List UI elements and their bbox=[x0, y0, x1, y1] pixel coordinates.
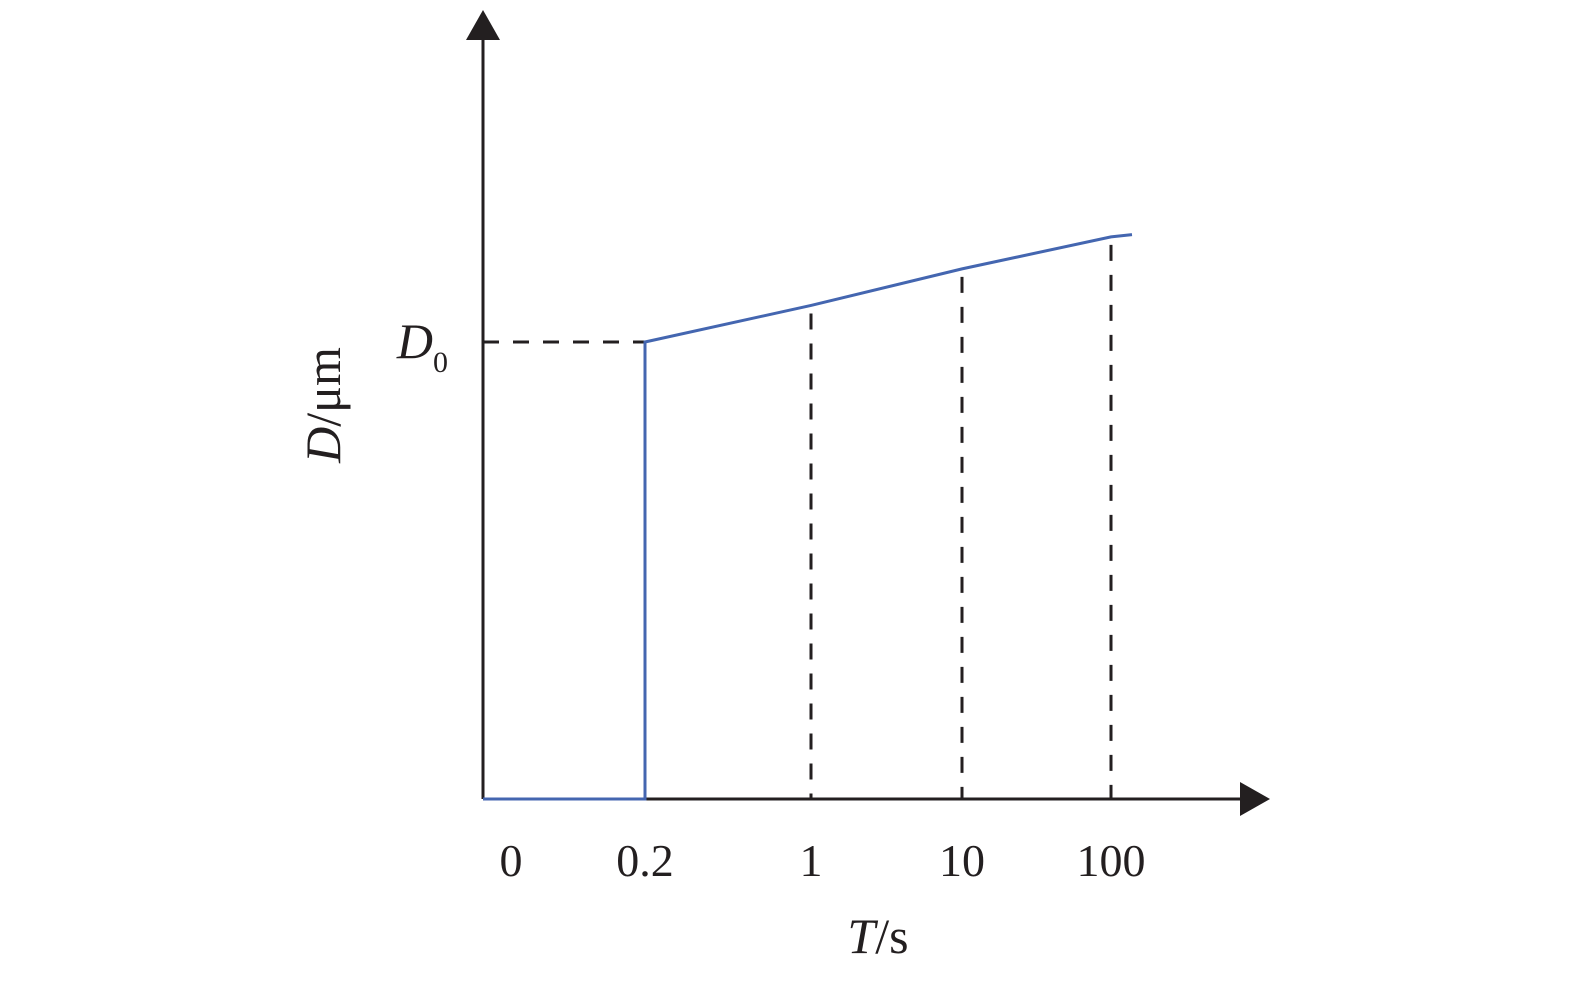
x-tick-label: 0.2 bbox=[616, 835, 674, 886]
x-tick-labels: 0 0.2 1 10 100 bbox=[500, 835, 1146, 886]
x-tick-label: 1 bbox=[800, 835, 823, 886]
y-marker-var: D bbox=[396, 313, 433, 369]
x-tick-label: 100 bbox=[1077, 835, 1146, 886]
x-axis-title-var: T bbox=[847, 908, 878, 964]
x-axis-title-unit: /s bbox=[875, 908, 908, 964]
x-axis-arrow-icon bbox=[1240, 782, 1270, 816]
y-axis-title-var: D bbox=[295, 427, 351, 464]
y-axis-title-unit: /μm bbox=[295, 347, 351, 427]
x-tick-label: 0 bbox=[500, 835, 523, 886]
y-marker-sub: 0 bbox=[433, 346, 448, 379]
y-axis-arrow-icon bbox=[466, 10, 500, 40]
y-axis-title: D/μm bbox=[295, 347, 351, 464]
series-line bbox=[483, 233, 1133, 801]
y-marker-label: D0 bbox=[396, 313, 448, 379]
reference-lines bbox=[483, 244, 1113, 799]
x-axis-title: T/s bbox=[847, 908, 908, 964]
x-tick-label: 10 bbox=[939, 835, 985, 886]
